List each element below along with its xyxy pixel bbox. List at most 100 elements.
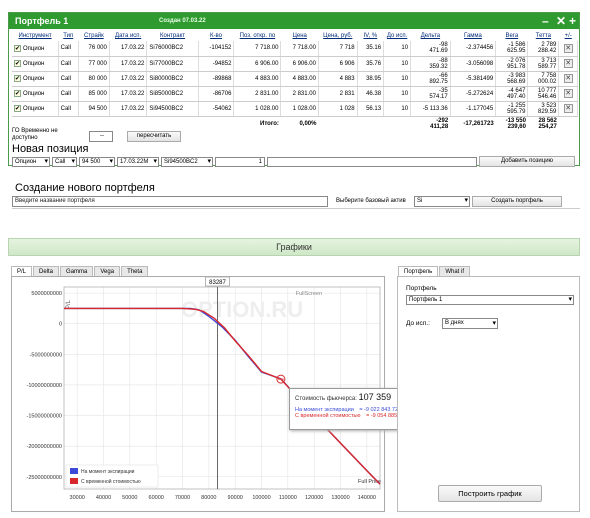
row-checkbox[interactable]: ✔ xyxy=(14,44,21,52)
portfolio-name-input[interactable]: Введите название портфеля xyxy=(12,196,328,207)
x-tick-label: 60000 xyxy=(149,495,164,501)
np-qty-input[interactable]: 1 xyxy=(215,157,265,167)
tab-theta[interactable]: Theta xyxy=(121,266,149,276)
cell-value: 471.69 xyxy=(429,48,448,55)
np-strike-select[interactable]: 94 500 xyxy=(79,157,115,167)
cell-value: 17.03.22 xyxy=(121,75,145,82)
cell-value: 7 758 xyxy=(541,72,557,79)
np-type-select[interactable]: Call xyxy=(52,157,77,167)
cell-value: 1 028.00 xyxy=(292,105,316,112)
cell-days: 10 xyxy=(383,71,412,87)
cell-strike: 94 500 xyxy=(78,101,110,117)
col-header[interactable]: Страйк xyxy=(84,33,104,39)
tab-whatif[interactable]: What if xyxy=(439,266,470,276)
cell-value: 589.77 xyxy=(538,63,557,70)
cell-value: 4 883.00 xyxy=(292,75,316,82)
remove-row-icon[interactable]: ✕ xyxy=(563,74,573,83)
go-value: -- xyxy=(89,131,113,142)
tab-portfolio[interactable]: Портфель xyxy=(398,266,439,276)
until-select[interactable]: В днях xyxy=(442,318,498,329)
portfolio-select[interactable]: Портфель 1 xyxy=(406,295,574,305)
tab-pl[interactable]: P/L xyxy=(11,266,33,276)
col-header[interactable]: Тип xyxy=(63,33,74,39)
table-row: ✔ Опцион Call 77 000 17.03.22 Si77000BC2 -9485… xyxy=(12,56,578,72)
y-tick-label: 0 xyxy=(59,322,62,328)
portfolio-panel: Портфель 1 Создан 07.03.22 – ✕ + Инструм… xyxy=(8,12,580,167)
tooltip-time-label: С временной стоимостью xyxy=(295,413,361,419)
np-blank-field[interactable] xyxy=(267,157,477,167)
col-header[interactable]: Контракт xyxy=(160,33,186,39)
col-header[interactable]: Поз. откр. по xyxy=(239,33,276,39)
np-date-select[interactable]: 17.03.22M xyxy=(117,157,159,167)
asset-select[interactable]: Si xyxy=(414,196,470,207)
add-icon[interactable]: + xyxy=(569,14,577,28)
col-header[interactable]: К-во xyxy=(210,33,222,39)
cell-value: 17.03.22 xyxy=(121,60,145,67)
col-header[interactable]: Дата исп. xyxy=(115,33,142,39)
cell-value: 76 000 xyxy=(88,45,107,52)
cell-qty: -86706 xyxy=(198,86,235,102)
cell-gamma: -5.272624 xyxy=(450,86,497,102)
tab-vega[interactable]: Vega xyxy=(94,266,121,276)
col-header[interactable]: Цена xyxy=(292,33,307,39)
cell-instrument: ✔ Опцион xyxy=(12,101,59,117)
row-checkbox[interactable]: ✔ xyxy=(14,74,21,82)
cell-value: 4 883 xyxy=(339,75,355,82)
col-header[interactable]: Вега xyxy=(505,33,519,39)
minimize-icon[interactable]: – xyxy=(542,14,549,28)
cell-vega: -1 255 595.79 xyxy=(495,101,529,117)
remove-row-icon[interactable]: ✕ xyxy=(563,59,573,68)
cell-vega: -4 647 497.40 xyxy=(495,86,529,102)
cell-value: 10 xyxy=(401,105,409,112)
table-row: ✔ Опцион Call 76 000 17.03.22 Si76000BC2 -1041… xyxy=(12,41,578,57)
row-checkbox[interactable]: ✔ xyxy=(14,59,21,67)
col-header[interactable]: Инструмент xyxy=(18,33,52,39)
np-instrument-select[interactable]: Опцион xyxy=(12,157,50,167)
totals-cell xyxy=(147,116,198,131)
add-position-button[interactable]: Добавить позицию xyxy=(479,156,575,167)
remove-row-icon[interactable]: ✕ xyxy=(563,43,573,53)
cell-value: 2 831.00 xyxy=(292,90,316,97)
col-header[interactable]: Тетта xyxy=(535,33,552,39)
totals-theta: 28 562 xyxy=(538,117,557,124)
create-portfolio-button[interactable]: Создать портфель xyxy=(472,196,562,207)
cell-date: 17.03.22 xyxy=(109,86,148,102)
col-header[interactable]: До исп. xyxy=(386,33,408,39)
cell-remove: ✕ xyxy=(558,56,578,72)
remove-row-icon[interactable]: ✕ xyxy=(563,104,573,113)
totals-pct: 0,00% xyxy=(299,120,317,127)
cell-iv: 35.16 xyxy=(357,41,385,57)
cell-value: 000.02 xyxy=(538,78,557,85)
remove-row-icon[interactable]: ✕ xyxy=(563,89,573,98)
col-header[interactable]: Гамма xyxy=(464,33,482,39)
cell-value: 3 713 xyxy=(541,57,557,64)
cell-open: 7 718.00 xyxy=(233,41,282,57)
cell-theta: 2 789 288.42 xyxy=(527,41,560,57)
cell-open: 6 906.00 xyxy=(233,56,282,72)
col-header[interactable]: IV, % xyxy=(363,33,378,39)
cell-strike: 85 000 xyxy=(78,86,110,102)
cell-contract: Si77000BC2 xyxy=(146,56,199,72)
row-checkbox[interactable]: ✔ xyxy=(14,89,21,97)
chart-tabs: P/L Delta Gamma Vega Theta xyxy=(11,266,149,276)
cell-days: 10 xyxy=(383,56,412,72)
col-header[interactable]: Дельта xyxy=(420,33,441,39)
col-header[interactable]: Цена, руб. xyxy=(323,33,353,39)
cell-type: Call xyxy=(58,71,79,87)
positions-table: Инструмент Тип Страйк Дата исп. Контракт К-во… xyxy=(12,31,578,131)
tab-delta[interactable]: Delta xyxy=(33,266,60,276)
cell-value: 35.16 xyxy=(366,45,382,52)
cell-value: 2 789 xyxy=(541,42,557,49)
build-chart-button[interactable]: Построить график xyxy=(438,485,542,502)
row-checkbox[interactable]: ✔ xyxy=(14,104,21,112)
cell-gamma: -1.177045 xyxy=(450,101,497,117)
cell-vega: -3 983 568.69 xyxy=(495,71,529,87)
cell-gamma: -2.374456 xyxy=(450,41,497,57)
close-icon[interactable]: ✕ xyxy=(556,14,567,28)
np-contract-select[interactable]: Si94500BC2 xyxy=(161,157,213,167)
cell-price: 1 028.00 xyxy=(280,101,319,117)
cell-value: 46.38 xyxy=(366,90,382,97)
hover-point xyxy=(276,374,286,384)
tab-gamma[interactable]: Gamma xyxy=(60,266,94,276)
recalculate-button[interactable]: пересчитать xyxy=(127,131,181,142)
